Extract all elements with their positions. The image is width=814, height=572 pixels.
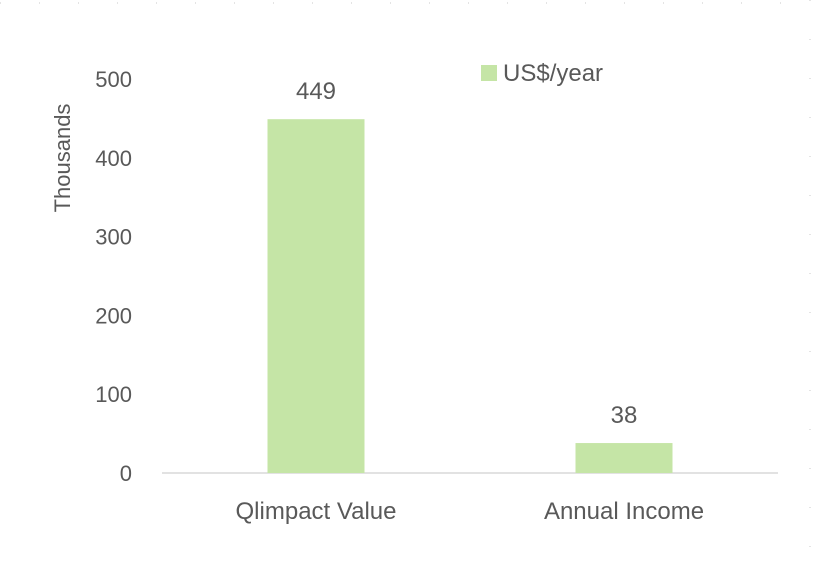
data-label: 449 — [296, 78, 336, 105]
legend-swatch — [481, 65, 497, 81]
data-label: 38 — [611, 402, 638, 429]
legend: US$/year — [481, 60, 603, 87]
data-labels: 449 38 — [296, 78, 637, 429]
category-label: Annual Income — [544, 498, 704, 525]
category-label: Qlimpact Value — [236, 498, 397, 525]
y-axis-ticks: 0 100 200 300 400 500 — [95, 67, 132, 486]
y-tick-label: 0 — [120, 461, 132, 486]
bar — [267, 119, 365, 474]
bar-series — [267, 119, 673, 474]
y-axis-title: Thousands — [50, 104, 75, 213]
y-tick-label: 400 — [95, 146, 132, 171]
y-tick-label: 100 — [95, 382, 132, 407]
bar — [575, 443, 673, 473]
y-tick-label: 300 — [95, 225, 132, 250]
category-labels: Qlimpact Value Annual Income — [236, 498, 705, 525]
legend-label: US$/year — [503, 60, 603, 87]
y-tick-label: 500 — [95, 67, 132, 92]
y-tick-label: 200 — [95, 303, 132, 328]
